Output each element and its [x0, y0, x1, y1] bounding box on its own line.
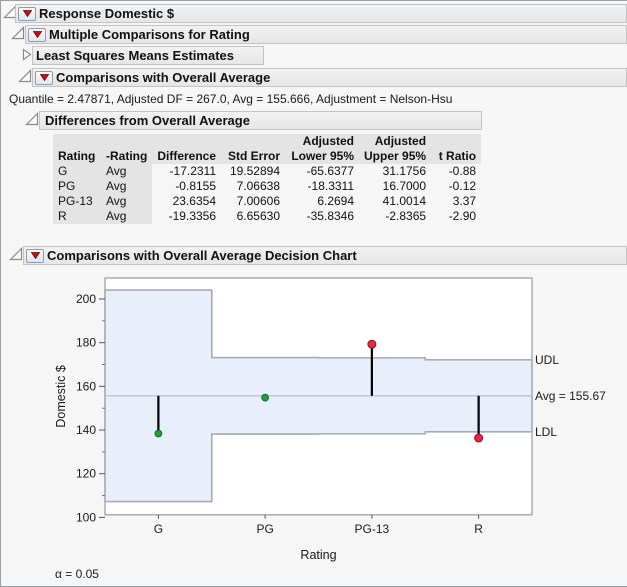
table-row: G Avg -17.2311 19.52894 -65.6377 31.1756 -0.88: [53, 164, 481, 179]
svg-text:PG: PG: [256, 522, 273, 536]
table-cell: -18.3311: [307, 179, 355, 193]
table-cell: Avg: [101, 194, 153, 209]
table-cell: -0.8155: [175, 179, 217, 193]
group-mean-dot: [154, 429, 163, 438]
disclosure-open-icon[interactable]: [11, 26, 25, 40]
svg-text:140: 140: [76, 423, 96, 437]
svg-text:PG-13: PG-13: [355, 522, 390, 536]
table-cell: -65.6377: [306, 164, 355, 178]
group-mean-dot: [261, 393, 270, 402]
table-header-cell: t Ratio: [431, 149, 482, 164]
y-axis-title: Domestic $: [54, 365, 68, 428]
red-triangle-menu-button[interactable]: [18, 6, 36, 21]
decision-chart-canvas[interactable]: 100 120 140 160 180 200 G PG PG-13 R UDL Avg = 155.…: [1, 266, 627, 566]
outline-header-multiple-comparisons: Multiple Comparisons for Rating: [25, 25, 627, 44]
table-cell: -19.3356: [168, 209, 217, 223]
red-down-triangle-icon: [32, 31, 42, 38]
table-header-cell: Adjusted: [359, 134, 432, 149]
svg-text:R: R: [474, 522, 483, 536]
table-header-cell: [221, 134, 286, 149]
outline-header-comparisons-overall: Comparisons with Overall Average: [32, 68, 627, 87]
table-header-cell: [53, 134, 101, 149]
response-title: Response Domestic $: [39, 6, 175, 21]
red-down-triangle-icon: [39, 74, 49, 81]
svg-text:160: 160: [76, 379, 96, 393]
table-cell: -17.2311: [169, 164, 217, 178]
table-header-cell: [152, 134, 222, 149]
table-row: R Avg -19.3356 6.65630 -35.8346 -2.8365 -2.90: [53, 209, 481, 224]
red-down-triangle-icon: [22, 10, 32, 17]
table-header-cell: Difference: [152, 149, 222, 164]
table-cell: PG-13: [53, 194, 101, 209]
svg-text:180: 180: [76, 336, 96, 350]
table-header-cell: Adjusted: [285, 134, 360, 149]
comparisons-overall-title: Comparisons with Overall Average: [56, 70, 271, 85]
avg-label: Avg = 155.67: [535, 389, 606, 403]
differences-table: Adjusted Adjusted Rating -Rating Difference S…: [53, 134, 482, 224]
svg-text:200: 200: [76, 292, 96, 306]
table-cell: G: [53, 164, 101, 179]
alpha-note: α = 0.05: [55, 567, 99, 581]
red-triangle-menu-button[interactable]: [28, 27, 46, 42]
table-cell: Avg: [101, 179, 153, 194]
table-header-cell: Std Error: [221, 149, 286, 164]
table-header-cell: Upper 95%: [359, 149, 432, 164]
table-cell: -2.8365: [385, 209, 427, 223]
table-cell: PG: [53, 179, 101, 194]
disclosure-open-icon[interactable]: [25, 112, 39, 126]
quantile-info-text: Quantile = 2.47871, Adjusted DF = 267.0,…: [9, 92, 453, 106]
outline-header-decision-chart: Comparisons with Overall Average Decisio…: [23, 246, 627, 265]
red-triangle-menu-button[interactable]: [35, 70, 53, 85]
table-header-cell: [431, 134, 482, 149]
disclosure-open-icon[interactable]: [18, 69, 32, 83]
table-row: PG-13 Avg 23.6354 7.00606 6.2694 41.0014 3.37: [53, 194, 481, 209]
disclosure-collapsed-icon[interactable]: [22, 48, 32, 61]
table-cell: 6.65630: [236, 209, 281, 223]
table-cell: 31.1756: [382, 164, 427, 178]
ldl-label: LDL: [535, 425, 557, 439]
table-cell: -2.90: [448, 209, 477, 223]
table-cell: R: [53, 209, 101, 224]
table-cell: 3.37: [452, 194, 477, 208]
svg-text:100: 100: [76, 510, 96, 524]
svg-text:G: G: [154, 522, 163, 536]
multiple-comparisons-title: Multiple Comparisons for Rating: [49, 27, 250, 42]
table-row: PG Avg -0.8155 7.06638 -18.3311 16.7000 -0.12: [53, 179, 481, 194]
table-cell: 23.6354: [172, 194, 217, 208]
lsm-estimates-title: Least Squares Means Estimates: [36, 48, 234, 63]
disclosure-open-icon[interactable]: [9, 247, 23, 261]
table-cell: 7.06638: [236, 179, 281, 193]
udl-label: UDL: [535, 353, 559, 367]
table-cell: 7.00606: [236, 194, 281, 208]
table-cell: 41.0014: [382, 194, 427, 208]
table-header-cell: Rating: [53, 149, 101, 164]
x-axis-title: Rating: [300, 548, 336, 562]
group-mean-dot: [474, 433, 484, 443]
outline-header-lsm-estimates: Least Squares Means Estimates: [32, 46, 264, 65]
table-cell: -35.8346: [306, 209, 355, 223]
table-cell: Avg: [101, 164, 153, 179]
differences-title: Differences from Overall Average: [45, 113, 250, 128]
group-mean-dot: [367, 339, 377, 349]
decision-chart-title: Comparisons with Overall Average Decisio…: [47, 248, 357, 263]
red-triangle-menu-button[interactable]: [26, 248, 44, 263]
table-header-cell: Lower 95%: [285, 149, 360, 164]
table-cell: Avg: [101, 209, 153, 224]
outline-header-differences: Differences from Overall Average: [39, 111, 482, 130]
table-header-cell: -Rating: [101, 149, 153, 164]
red-down-triangle-icon: [30, 252, 40, 259]
table-cell: 16.7000: [382, 179, 427, 193]
table-cell: -0.12: [448, 179, 477, 193]
table-header-cell: [101, 134, 153, 149]
svg-text:120: 120: [76, 467, 96, 481]
table-cell: 6.2694: [317, 194, 355, 208]
outline-header-response: Response Domestic $: [15, 4, 627, 23]
table-cell: 19.52894: [229, 164, 281, 178]
table-cell: -0.88: [448, 164, 477, 178]
